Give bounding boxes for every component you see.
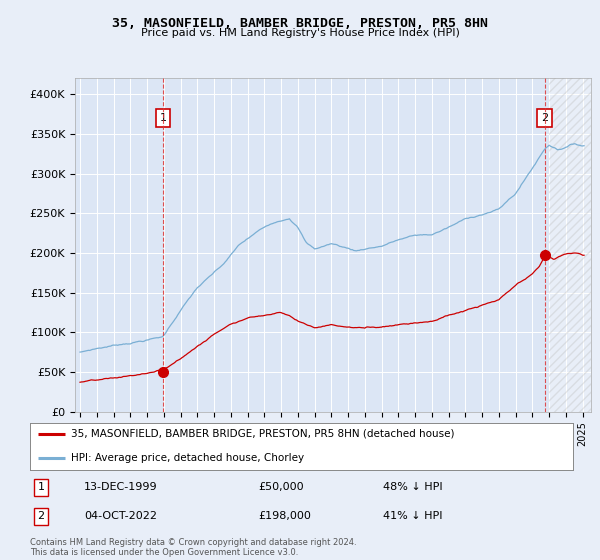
Text: This data is licensed under the Open Government Licence v3.0.: This data is licensed under the Open Gov… xyxy=(30,548,298,557)
Text: 1: 1 xyxy=(37,482,44,492)
Text: 1: 1 xyxy=(160,113,166,123)
Text: 35, MASONFIELD, BAMBER BRIDGE, PRESTON, PR5 8HN: 35, MASONFIELD, BAMBER BRIDGE, PRESTON, … xyxy=(112,17,488,30)
Text: 2: 2 xyxy=(37,511,44,521)
Text: 48% ↓ HPI: 48% ↓ HPI xyxy=(383,482,443,492)
Text: 35, MASONFIELD, BAMBER BRIDGE, PRESTON, PR5 8HN (detached house): 35, MASONFIELD, BAMBER BRIDGE, PRESTON, … xyxy=(71,429,454,438)
Text: £198,000: £198,000 xyxy=(258,511,311,521)
Text: 13-DEC-1999: 13-DEC-1999 xyxy=(85,482,158,492)
Text: 41% ↓ HPI: 41% ↓ HPI xyxy=(383,511,442,521)
Text: 2: 2 xyxy=(541,113,548,123)
Text: Price paid vs. HM Land Registry's House Price Index (HPI): Price paid vs. HM Land Registry's House … xyxy=(140,28,460,38)
Text: HPI: Average price, detached house, Chorley: HPI: Average price, detached house, Chor… xyxy=(71,452,304,463)
Text: £50,000: £50,000 xyxy=(258,482,304,492)
Text: Contains HM Land Registry data © Crown copyright and database right 2024.: Contains HM Land Registry data © Crown c… xyxy=(30,538,356,547)
Text: 04-OCT-2022: 04-OCT-2022 xyxy=(85,511,157,521)
